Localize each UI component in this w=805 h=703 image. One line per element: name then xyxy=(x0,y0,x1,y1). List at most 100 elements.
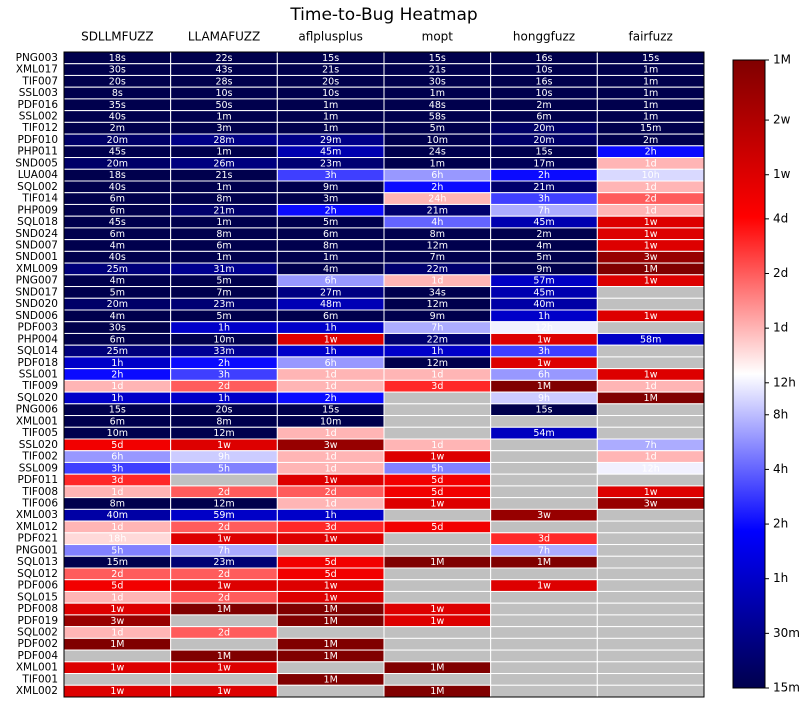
cell-label: 12m xyxy=(427,241,448,252)
cell-label: 6m xyxy=(536,112,551,123)
cell-label: 15s xyxy=(535,147,552,158)
colorbar-tick-label: 4h xyxy=(773,462,788,476)
cell-label: 3d xyxy=(325,522,337,533)
cell-label: 1M xyxy=(217,604,231,615)
missing-cell xyxy=(170,473,278,487)
cell-label: 2d xyxy=(218,381,230,392)
cell-label: 31m xyxy=(213,264,234,275)
row-label: PDF003 xyxy=(18,322,59,334)
colorbar-tick-label: 8h xyxy=(773,407,788,421)
cell-label: 20s xyxy=(322,76,339,87)
row-label: TIF014 xyxy=(21,193,58,205)
cell-label: 2h xyxy=(111,370,123,381)
cell-label: 2h xyxy=(325,393,337,404)
cell-label: 20m xyxy=(107,158,128,169)
cell-label: 1w xyxy=(324,334,338,345)
cell-label: 2d xyxy=(218,522,230,533)
row-label: PNG007 xyxy=(16,275,58,287)
cell-label: 48s xyxy=(429,100,446,111)
cell-label: 1M xyxy=(537,557,551,568)
cell-label: 2m xyxy=(110,123,125,134)
cell-label: 1m xyxy=(643,88,658,99)
row-label: SQL002 xyxy=(17,181,58,193)
missing-cell xyxy=(596,415,705,428)
cell-label: 18s xyxy=(109,170,126,181)
missing-cell xyxy=(490,520,598,534)
cell-label: 4m xyxy=(110,276,125,287)
cell-label: 45m xyxy=(533,287,554,298)
cell-label: 1M xyxy=(324,616,338,627)
cell-label: 6m xyxy=(110,194,125,205)
row-label: XML017 xyxy=(16,64,58,76)
cell-label: 3d xyxy=(538,534,550,545)
cell-label: 50s xyxy=(215,100,232,111)
cell-label: 1m xyxy=(216,112,231,123)
cell-label: 1d xyxy=(325,428,337,439)
cell-label: 6m xyxy=(110,416,125,427)
row-label: LUA004 xyxy=(18,169,59,181)
missing-cell xyxy=(383,579,492,592)
cell-label: 1d xyxy=(645,205,657,216)
cell-label: 1m xyxy=(430,158,445,169)
cell-label: 3w xyxy=(537,510,551,521)
cell-label: 10s xyxy=(535,65,552,76)
cell-label: 30s xyxy=(109,323,126,334)
cell-label: 16s xyxy=(535,53,552,64)
missing-cell xyxy=(383,567,492,581)
row-label: SND017 xyxy=(15,286,58,298)
missing-cell xyxy=(383,391,492,405)
cell-label: 3h xyxy=(538,194,550,205)
cell-label: 23m xyxy=(213,299,234,310)
missing-cell xyxy=(490,485,598,499)
missing-cell xyxy=(596,321,705,334)
cell-label: 7h xyxy=(538,205,550,216)
cell-label: 16s xyxy=(535,76,552,87)
row-label: SQL012 xyxy=(17,568,58,580)
cell-label: 3w xyxy=(644,252,658,263)
cell-label: 22m xyxy=(427,334,448,345)
cell-label: 40s xyxy=(109,182,126,193)
cell-label: 1d xyxy=(431,276,443,287)
missing-cell xyxy=(490,450,598,463)
cell-label: 1m xyxy=(323,100,338,111)
cell-label: 30s xyxy=(429,76,446,87)
cell-label: 1h xyxy=(325,323,337,334)
cell-label: 4m xyxy=(110,241,125,252)
cell-label: 8m xyxy=(216,416,231,427)
row-label: TIF008 xyxy=(21,486,58,498)
cell-label: 33m xyxy=(213,346,234,357)
colorbar-tick-label: 1d xyxy=(773,321,788,335)
missing-cell xyxy=(490,649,598,663)
missing-cell xyxy=(383,649,492,663)
cell-label: 1m xyxy=(216,217,231,228)
cell-label: 1d xyxy=(645,182,657,193)
missing-cell xyxy=(276,544,385,557)
column-label: SDLLMFUZZ xyxy=(81,30,154,44)
cell-label: 15s xyxy=(429,53,446,64)
cell-label: 7m xyxy=(430,252,445,263)
cell-label: 2m xyxy=(536,100,551,111)
cell-label: 5m xyxy=(216,276,231,287)
row-label: SQL020 xyxy=(17,392,58,404)
cell-label: 24h xyxy=(428,194,446,205)
cell-label: 1w xyxy=(324,581,338,592)
cell-label: 8m xyxy=(430,229,445,240)
cell-label: 2d xyxy=(218,628,230,639)
missing-cell xyxy=(490,461,598,475)
missing-cell xyxy=(596,286,705,299)
cell-label: 1w xyxy=(644,217,658,228)
cell-label: 15m xyxy=(640,123,661,134)
row-label: TIF012 xyxy=(21,122,58,134)
cell-label: 1M xyxy=(324,639,338,650)
row-label: PDF011 xyxy=(18,474,59,486)
cell-label: 2m xyxy=(643,135,658,146)
cell-label: 9h xyxy=(538,393,550,404)
row-label: SSL003 xyxy=(19,87,58,99)
cell-label: 1m xyxy=(323,123,338,134)
cell-label: 58s xyxy=(429,112,446,123)
cell-label: 2d xyxy=(218,592,230,603)
cell-label: 20m xyxy=(107,135,128,146)
cell-label: 1d xyxy=(645,381,657,392)
cell-label: 5d xyxy=(325,569,337,580)
cell-label: 10s xyxy=(322,88,339,99)
